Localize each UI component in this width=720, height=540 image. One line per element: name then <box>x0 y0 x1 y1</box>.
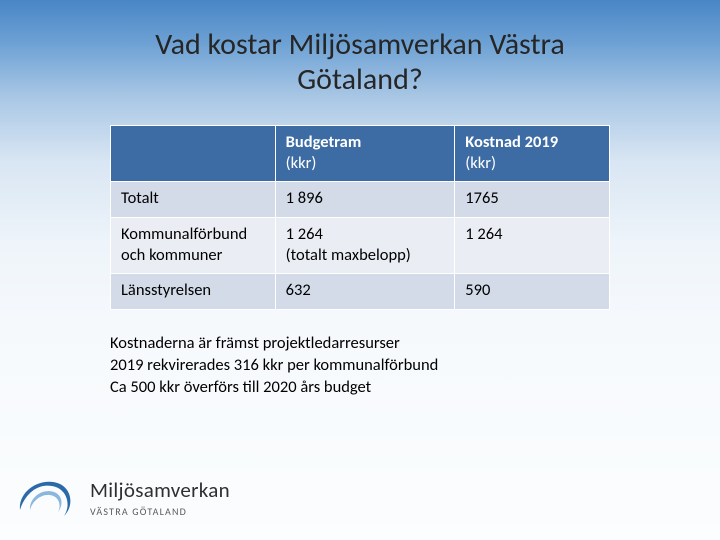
row-cost: 1765 <box>455 182 610 218</box>
logo-swirl-icon <box>14 470 78 526</box>
row-label: Länsstyrelsen <box>111 274 276 310</box>
title-line-1: Vad kostar Miljösamverkan Västra <box>155 26 564 63</box>
row-budget: 1 264 (totalt maxbelopp) <box>275 217 455 273</box>
cell-line-2: (totalt maxbelopp) <box>286 245 411 265</box>
cost-table-wrap: Budgetram (kkr) Kostnad 2019 (kkr) Total… <box>110 125 610 310</box>
table-header-row: Budgetram (kkr) Kostnad 2019 (kkr) <box>111 126 610 182</box>
header-strong: Kostnad 2019 <box>465 132 558 152</box>
logo-subtitle: VÄSTRA GÖTALAND <box>90 506 230 517</box>
page-title: Vad kostar Miljösamverkan Västra Götalan… <box>0 0 720 97</box>
table-row: Totalt 1 896 1765 <box>111 182 610 218</box>
header-sub: (kkr) <box>286 153 317 173</box>
table-header-blank <box>111 126 276 182</box>
row-label: Totalt <box>111 182 276 218</box>
cell-line-1: 1 264 <box>286 224 323 244</box>
table-header-budgetram: Budgetram (kkr) <box>275 126 455 182</box>
row-budget: 632 <box>275 274 455 310</box>
title-line-2: Götaland? <box>297 61 422 98</box>
header-strong: Budgetram <box>286 132 362 152</box>
table-header-kostnad: Kostnad 2019 (kkr) <box>455 126 610 182</box>
footnotes: Kostnaderna är främst projektledarresurs… <box>110 332 610 399</box>
footnote-line: 2019 rekvirerades 316 kkr per kommunalfö… <box>110 354 610 376</box>
row-cost: 590 <box>455 274 610 310</box>
row-budget: 1 896 <box>275 182 455 218</box>
table-row: Kommunalförbund och kommuner 1 264 (tota… <box>111 217 610 273</box>
table-row: Länsstyrelsen 632 590 <box>111 274 610 310</box>
footnote-line: Ca 500 kkr överförs till 2020 års budget <box>110 376 610 398</box>
logo: Miljösamverkan VÄSTRA GÖTALAND <box>14 470 230 526</box>
row-label: Kommunalförbund och kommuner <box>111 217 276 273</box>
logo-text: Miljösamverkan VÄSTRA GÖTALAND <box>90 479 230 517</box>
cost-table: Budgetram (kkr) Kostnad 2019 (kkr) Total… <box>110 125 610 310</box>
footnote-line: Kostnaderna är främst projektledarresurs… <box>110 332 610 354</box>
header-sub: (kkr) <box>465 153 496 173</box>
logo-name: Miljösamverkan <box>90 479 230 502</box>
row-cost: 1 264 <box>455 217 610 273</box>
